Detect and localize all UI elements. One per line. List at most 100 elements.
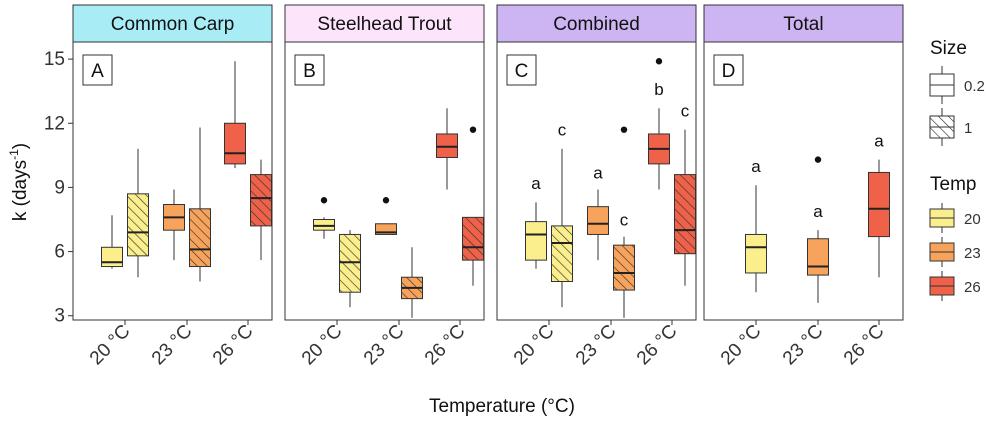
significance-letter: a [813,202,823,221]
panel-letter: A [91,61,104,82]
outlier-point [469,126,477,133]
x-tick-label: 26 °C [421,321,470,370]
box-hatch [674,174,696,254]
legend-temp-label: 20 [964,211,981,228]
box-23c-size-1 [613,126,635,318]
y-axis-title-superscript: -1 [7,149,21,160]
facet-panel-a: Common Carp A 20 °C 23 °C 26 °C [72,4,273,370]
facet-strip-title: Common Carp [111,14,235,35]
box-26c-size-0_2 [868,159,890,278]
box-26c-size-1 [674,129,696,286]
legend-size-title: Size [930,38,967,59]
significance-letter: a [874,131,884,150]
y-axis: 3 6 9 12 15 [44,49,73,327]
box-20c-size-0_2 [525,202,547,269]
panel-letter-box [506,54,537,86]
significance-letter: a [751,157,761,176]
box-26c-size-1 [462,126,484,286]
facet-strip [72,4,273,43]
box-20c-size-1 [339,230,361,308]
box-23c-size-1 [189,127,211,282]
significance-letter: c [681,101,690,120]
box-23c-size-0_2 [587,189,609,261]
panel-letter-box [294,54,325,86]
panel-letter: B [303,61,316,82]
x-tick-label: 26 °C [209,321,258,370]
x-tick-label: 20 °C [717,321,766,370]
box-body [375,223,397,235]
y-tick-label: 12 [44,113,65,134]
legend-temp-item: 23 [929,237,981,267]
x-tick-label: 26 °C [633,321,682,370]
outlier-point [620,126,628,133]
box-body [807,238,829,276]
y-axis-title: k (days-1) [7,143,31,221]
legend: Size 0.2 1 Temp 20 23 26 [929,38,985,301]
panel-border [284,41,485,321]
y-tick-label: 6 [54,242,65,263]
outlier-point [655,58,663,65]
panel-letter-box [82,54,113,86]
panel-letter: C [515,61,529,82]
panel-border [703,41,904,321]
box-body [436,133,458,158]
x-tick-label: 23 °C [779,321,828,370]
box-body [224,122,246,165]
y-tick-label: 9 [54,177,65,198]
box-20c-size-0_2 [101,215,123,269]
box-hatch [250,174,272,226]
legend-temp-label: 26 [964,279,981,296]
box-body [745,233,767,274]
box-23c-size-0_2 [807,156,829,303]
x-tick-label: 20 °C [86,321,135,370]
legend-temp-item: 20 [929,203,981,233]
x-tick-label: 20 °C [298,321,347,370]
x-axis-title: Temperature (°C) [429,396,575,417]
significance-letter: a [531,174,541,193]
facet-panel-b: Steelhead Trout B 20 °C 23 °C 26 °C [284,4,485,370]
legend-temp-title: Temp [930,174,976,195]
facet-strip-title: Steelhead Trout [317,14,452,35]
outlier-point [814,156,822,163]
box-23c-size-0_2 [375,197,397,235]
legend-temp-item: 26 [929,271,981,301]
y-tick-label: 3 [54,306,65,327]
legend-size-item: 0.2 [929,66,985,104]
x-tick-label: 26 °C [840,321,889,370]
box-body [313,218,335,231]
box-20c-size-0_2 [745,185,767,293]
box-hatch [613,245,635,291]
x-tick-label: 20 °C [510,321,559,370]
panel-letter-box [713,54,744,86]
box-body [587,206,609,235]
y-axis-title-text: k (days [10,160,31,221]
box-20c-size-0_2 [313,197,335,239]
facet-panel-d: Total Da a a 20 °C 23 °C 26 °C [703,4,904,370]
significance-letter: a [593,163,603,182]
facet-strip [284,4,485,43]
box-23c-size-0_2 [163,189,185,261]
legend-size-label: 0.2 [964,78,985,95]
box-hatch [339,234,361,293]
significance-letter: b [654,80,663,99]
box-body [101,246,123,268]
legend-temp-label: 23 [964,245,981,262]
outlier-point [382,197,390,204]
box-hatch [462,217,484,261]
panel-letter: D [722,61,736,82]
facet-strip-title: Combined [553,14,640,35]
x-tick-label: 23 °C [572,321,621,370]
x-tick-label: 23 °C [360,321,409,370]
box-20c-size-1 [127,148,149,278]
outlier-point [320,197,328,204]
y-tick-label: 15 [44,49,65,70]
box-hatch [551,225,573,282]
box-26c-size-0_2 [436,108,458,190]
facet-strip-title: Total [783,14,823,35]
legend-size-label: 1 [964,120,972,137]
box-hatch [127,193,149,256]
box-body [525,221,547,261]
